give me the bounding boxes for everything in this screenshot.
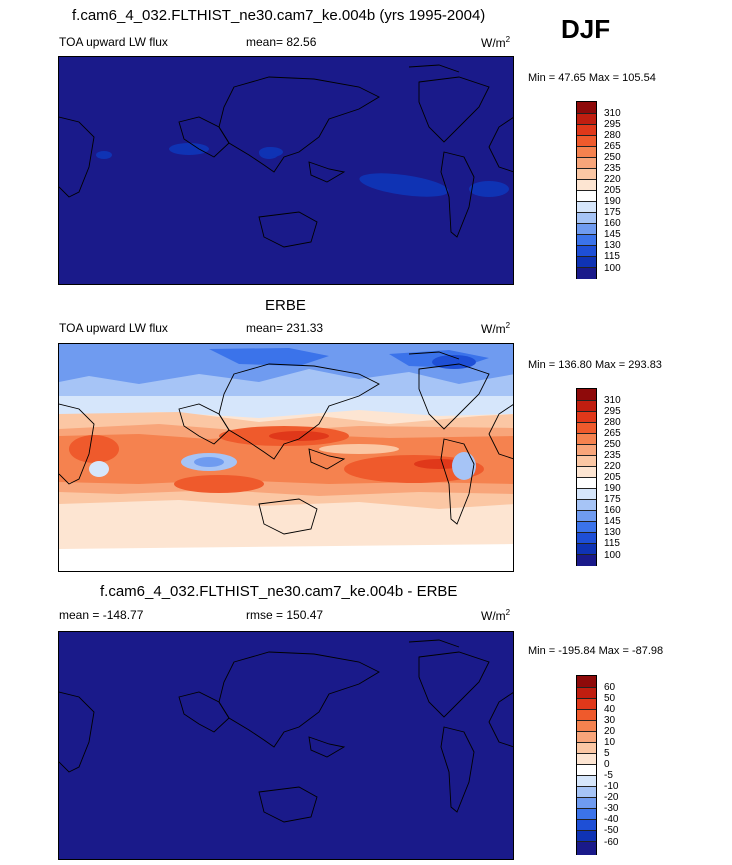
- panel3-map-graphic: [59, 639, 513, 823]
- panel3-colorbar: [576, 675, 597, 855]
- panel1-cbar-label: 280: [604, 130, 621, 141]
- panel2-cbar-label: 250: [604, 439, 621, 450]
- panel3-cbar-label: 20: [604, 726, 616, 737]
- panel1-cbar-label: 205: [604, 185, 621, 196]
- panel2-cbar-label: 130: [604, 527, 621, 538]
- panel1-cbar-label: 145: [604, 229, 621, 240]
- panel3-cbar-label: -5: [604, 770, 613, 781]
- panel2-cbar-label: 115: [604, 538, 620, 549]
- panel3-mean-label: mean = -148.77: [59, 608, 144, 622]
- panel3-map: [58, 631, 514, 860]
- panel2-minmax: Min = 136.80 Max = 293.83: [528, 359, 662, 371]
- panel1-cbar-label: 175: [604, 207, 621, 218]
- panel2-units: W/m2: [481, 321, 511, 336]
- panel1-cbar-label: 310: [604, 108, 621, 119]
- panel2-title: ERBE: [265, 297, 306, 314]
- panel3-cbar-label: -30: [604, 803, 619, 814]
- panel1-mean-label: mean= 82.56: [246, 35, 317, 49]
- panel2-cbar-label: 310: [604, 395, 621, 406]
- panel3-rmse-label: rmse = 150.47: [246, 608, 324, 622]
- panel3-cbar-label: 40: [604, 704, 616, 715]
- panel1-cbar-label: 265: [604, 141, 621, 152]
- panel2-colorbar: [576, 388, 597, 566]
- panel1-cbar-label: 295: [604, 119, 621, 130]
- panel1-cbar-label: 130: [604, 240, 621, 251]
- panel1-cbar-label: 220: [604, 174, 621, 185]
- panel2-map-graphic: [59, 344, 513, 571]
- panel3-minmax: Min = -195.84 Max = -87.98: [528, 645, 664, 657]
- panel1-cbar-label: 115: [604, 251, 620, 262]
- panel1-cbar-label: 160: [604, 218, 621, 229]
- panel2-mean-label: mean= 231.33: [246, 321, 324, 335]
- panel1-colorbar: [576, 101, 597, 279]
- panel1-title: f.cam6_4_032.FLTHIST_ne30.cam7_ke.004b (…: [72, 7, 486, 24]
- panel2-cbar-label: 265: [604, 428, 621, 439]
- panel2-cbar-label: 190: [604, 483, 621, 494]
- panel3-cbar-label: -20: [604, 792, 619, 803]
- panel3-cbar-label: -50: [604, 825, 619, 836]
- panel1-cbar-label: 190: [604, 196, 621, 207]
- panel3-cbar-label: -40: [604, 814, 619, 825]
- panel3-cbar-label: -60: [604, 837, 619, 848]
- panel2-variable-label: TOA upward LW flux: [59, 321, 168, 335]
- panel1-map: [58, 56, 514, 285]
- panel2-map: [58, 343, 514, 572]
- panel3-cbar-label: -10: [604, 781, 619, 792]
- panel2-cbar-label: 100: [604, 550, 621, 561]
- panel3-units: W/m2: [481, 608, 511, 623]
- panel1-cbar-label: 250: [604, 152, 621, 163]
- panel1-cbar-label: 100: [604, 263, 621, 274]
- panel3-cbar-label: 10: [604, 737, 616, 748]
- panel2-cbar-label: 175: [604, 494, 621, 505]
- season-label: DJF: [561, 14, 611, 44]
- panel1-variable-label: TOA upward LW flux: [59, 35, 168, 49]
- panel2-cbar-label: 160: [604, 505, 621, 516]
- panel1-units: W/m2: [481, 35, 511, 50]
- panel2-cbar-label: 220: [604, 461, 621, 472]
- panel3-cbar-label: 5: [604, 748, 610, 759]
- panel1-cbar-label: 235: [604, 163, 621, 174]
- panel2-cbar-label: 145: [604, 516, 621, 527]
- panel1-map-graphic: [59, 64, 513, 248]
- panel3-cbar-label: 30: [604, 715, 616, 726]
- panel3-title: f.cam6_4_032.FLTHIST_ne30.cam7_ke.004b -…: [100, 583, 458, 600]
- panel3-cbar-label: 60: [604, 682, 616, 693]
- panel2-cbar-label: 235: [604, 450, 621, 461]
- panel3-cbar-label: 50: [604, 693, 616, 704]
- panel3-cbar-label: 0: [604, 759, 610, 770]
- panel2-cbar-label: 205: [604, 472, 621, 483]
- panel2-cbar-label: 280: [604, 417, 621, 428]
- panel2-cbar-label: 295: [604, 406, 621, 417]
- panel1-minmax: Min = 47.65 Max = 105.54: [528, 72, 656, 84]
